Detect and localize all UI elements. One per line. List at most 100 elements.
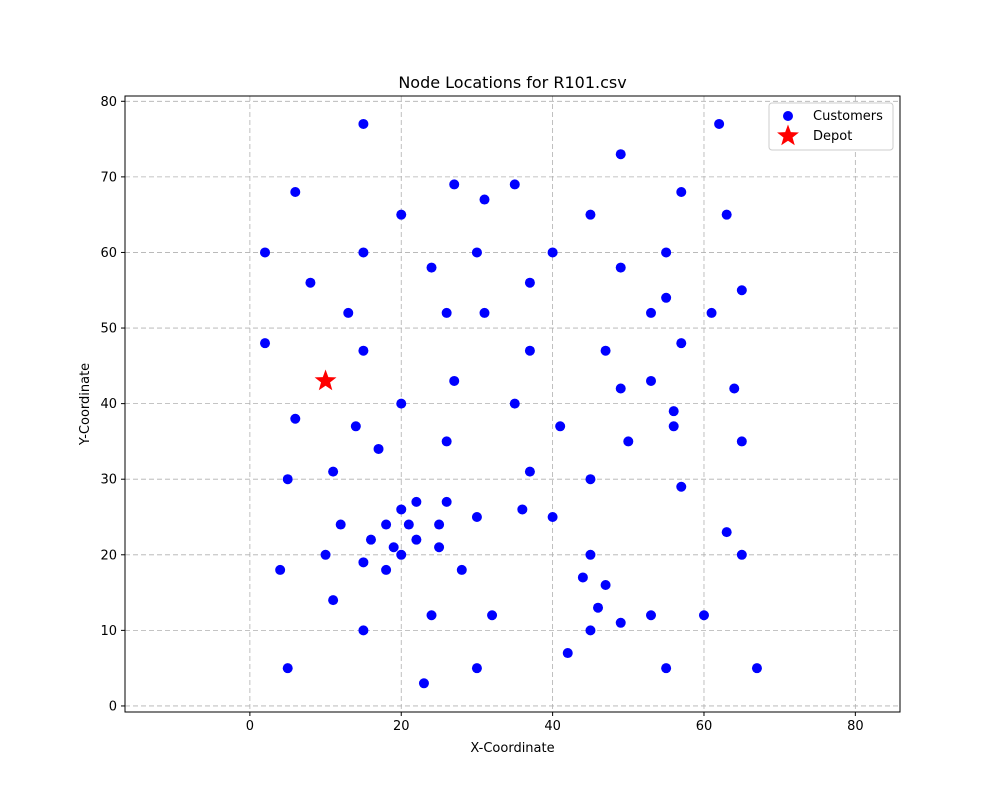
customer-point: [282, 663, 293, 674]
customer-point: [358, 118, 369, 129]
customer-point: [426, 262, 437, 273]
customer-point: [729, 383, 740, 394]
customer-point: [305, 277, 316, 288]
customer-point: [600, 580, 611, 591]
customer-point: [335, 519, 346, 530]
customer-point: [517, 504, 528, 515]
customer-point: [358, 345, 369, 356]
customer-point: [441, 307, 452, 318]
customer-point: [487, 610, 498, 621]
customer-point: [721, 527, 732, 538]
customer-point: [396, 549, 407, 560]
customer-point: [509, 179, 520, 190]
customer-point: [509, 398, 520, 409]
customer-point: [668, 406, 679, 417]
series-customers: [260, 118, 762, 689]
customer-point: [646, 375, 657, 386]
customer-point: [593, 602, 604, 613]
customer-point: [615, 262, 626, 273]
customer-point: [290, 413, 301, 424]
legend-star-icon: [777, 124, 799, 146]
customer-point: [411, 496, 422, 507]
customer-point: [358, 247, 369, 258]
legend-box: [768, 102, 894, 151]
customer-point: [577, 572, 588, 583]
customer-point: [282, 474, 293, 485]
customer-point: [585, 549, 596, 560]
y-tick-label: 50: [100, 322, 117, 337]
customer-point: [706, 307, 717, 318]
customer-point: [736, 436, 747, 447]
customer-point: [441, 436, 452, 447]
customer-point: [676, 481, 687, 492]
customer-point: [358, 557, 369, 568]
customer-point: [328, 466, 339, 477]
chart-title: Node Locations for R101.csv: [398, 73, 626, 92]
customer-point: [275, 564, 286, 575]
customer-point: [449, 179, 460, 190]
customer-point: [547, 511, 558, 522]
customer-point: [365, 534, 376, 545]
depot-point: [314, 369, 337, 391]
x-tick-label: 40: [544, 719, 561, 734]
customer-point: [547, 247, 558, 258]
grid: [125, 96, 900, 712]
customer-point: [449, 375, 460, 386]
customer-point: [320, 549, 331, 560]
data-points: [260, 118, 762, 689]
customer-point: [388, 542, 399, 553]
y-axis-label: Y-Coordinate: [78, 363, 93, 446]
customer-point: [668, 421, 679, 432]
customer-point: [411, 534, 422, 545]
customer-point: [736, 285, 747, 296]
customer-point: [290, 186, 301, 197]
customer-point: [524, 277, 535, 288]
x-tick-label: 80: [847, 719, 864, 734]
legend-label-customers: Customers: [813, 109, 883, 124]
customer-point: [403, 519, 414, 530]
legend-marker-customers: [783, 111, 793, 121]
customer-point: [396, 504, 407, 515]
customer-point: [260, 338, 271, 349]
customer-point: [434, 542, 445, 553]
series-depot: [314, 369, 337, 391]
legend-label-depot: Depot: [813, 129, 852, 144]
customer-point: [456, 564, 467, 575]
customer-point: [260, 247, 271, 258]
customer-point: [343, 307, 354, 318]
customer-point: [479, 307, 490, 318]
customer-point: [698, 610, 709, 621]
customer-point: [751, 663, 762, 674]
customer-point: [676, 338, 687, 349]
customer-point: [600, 345, 611, 356]
customer-point: [328, 595, 339, 606]
customer-point: [661, 247, 672, 258]
customer-point: [623, 436, 634, 447]
customer-point: [471, 247, 482, 258]
axes: 0 20 40 60 80 0 10 20 30 40 50 60 70 80: [100, 95, 863, 734]
x-tick-label: 0: [246, 719, 254, 734]
customer-point: [721, 209, 732, 220]
y-tick-label: 40: [100, 397, 117, 412]
customer-point: [373, 443, 384, 454]
customer-point: [418, 678, 429, 689]
customer-point: [434, 519, 445, 530]
legend-marker-depot: [777, 124, 799, 146]
customer-point: [471, 511, 482, 522]
customer-point: [661, 292, 672, 303]
legend-circle-icon: [783, 111, 793, 121]
y-tick-label: 0: [109, 699, 117, 714]
x-tick-label: 60: [696, 719, 713, 734]
customer-point: [396, 209, 407, 220]
customer-point: [426, 610, 437, 621]
customer-point: [736, 549, 747, 560]
customer-point: [524, 466, 535, 477]
y-tick-label: 30: [100, 473, 117, 488]
y-tick-label: 20: [100, 548, 117, 563]
y-tick-label: 10: [100, 624, 117, 639]
legend: Customers Depot: [768, 102, 894, 151]
customer-point: [661, 663, 672, 674]
customer-point: [615, 149, 626, 160]
x-axis-label: X-Coordinate: [470, 741, 554, 756]
